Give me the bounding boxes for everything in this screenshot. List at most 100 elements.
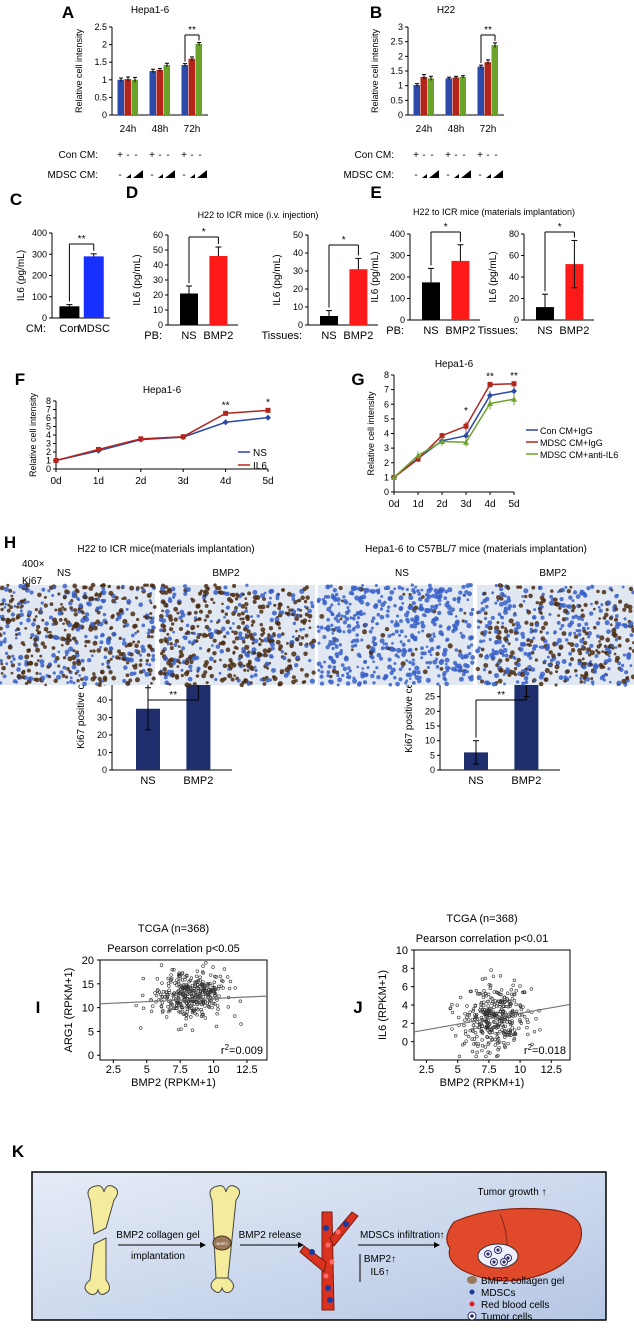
panel-I-point: [215, 1012, 219, 1016]
ihc-nucleus: [488, 637, 492, 642]
ihc-nucleus: [553, 597, 558, 602]
ihc-nucleus: [457, 596, 462, 601]
ihc-nucleus: [560, 587, 565, 593]
ihc-nucleus: [528, 593, 533, 599]
ihc-nucleus: [227, 667, 231, 671]
ihc-nucleus: [211, 644, 214, 647]
panel-G-x-tick-label: 1d: [412, 499, 423, 510]
panel-J-point: [482, 1003, 486, 1008]
ihc-nucleus: [398, 595, 404, 601]
ihc-nucleus: [33, 637, 38, 642]
panel-J-point: [529, 987, 534, 991]
ihc-nucleus: [4, 651, 9, 656]
ihc-nucleus: [628, 646, 632, 651]
panel-I-point: [177, 1003, 181, 1007]
ihc-nucleus: [437, 610, 442, 616]
ihc-nucleus: [376, 590, 381, 594]
ihc-nucleus: [522, 599, 526, 603]
ihc-nucleus: [554, 664, 560, 670]
panel-I-point: [155, 977, 160, 981]
ihc-nucleus: [169, 627, 174, 632]
panel-A-mdsc-high-wedge: [133, 170, 143, 178]
ihc-nucleus: [582, 674, 587, 679]
ihc-nucleus: [330, 640, 336, 646]
ihc-nucleus: [323, 660, 327, 664]
ihc-nucleus: [438, 593, 443, 598]
panel-J-point: [476, 1044, 480, 1048]
ihc-nucleus: [244, 597, 248, 601]
ihc-nucleus: [308, 626, 312, 630]
ihc-nucleus: [568, 651, 573, 656]
panel-I-point: [213, 987, 218, 992]
ihc-nucleus: [398, 633, 402, 637]
panel-G-y-tick-label: 5: [384, 414, 389, 424]
panel-J-point: [462, 1023, 466, 1028]
ihc-nucleus: [259, 622, 264, 627]
ihc-nucleus: [322, 599, 327, 604]
panel-B-mdsc-low-wedge: [486, 174, 491, 178]
ihc-nucleus: [411, 658, 415, 662]
ihc-nucleus: [388, 682, 393, 687]
panel-G-point: [463, 439, 469, 445]
panel-J-point: [465, 1015, 469, 1019]
ihc-nucleus: [149, 619, 155, 625]
panel-J-point: [480, 1007, 484, 1012]
ihc-nucleus: [307, 613, 313, 619]
ihc-nucleus: [386, 609, 390, 613]
panel-I-point: [149, 1009, 154, 1014]
panel-D-pb-sig-mark: *: [202, 227, 206, 238]
ihc-nucleus: [56, 674, 62, 680]
ihc-nucleus: [328, 639, 332, 644]
ihc-nucleus: [444, 665, 450, 671]
panel-I-point: [155, 989, 160, 993]
ihc-nucleus: [368, 629, 373, 634]
ihc-nucleus: [371, 616, 376, 621]
ihc-nucleus: [142, 588, 146, 592]
ihc-nucleus: [63, 617, 68, 622]
ihc-nucleus: [483, 662, 489, 668]
ihc-nucleus: [568, 663, 572, 667]
ihc-nucleus: [480, 647, 485, 652]
panel-J-point: [517, 1026, 521, 1031]
ihc-nucleus: [214, 677, 218, 682]
panel-K-tumor-nucleus: [486, 1252, 490, 1256]
ihc-nucleus: [302, 680, 307, 684]
ihc-nucleus: [394, 653, 399, 658]
panel-A-mdsc-sign: -: [150, 170, 153, 181]
ihc-nucleus: [256, 658, 261, 662]
ihc-nucleus: [137, 640, 141, 644]
panel-D-tissues-y-tick-label: 10: [293, 302, 303, 312]
ihc-nucleus: [125, 661, 130, 665]
panel-I-point: [176, 980, 181, 984]
ihc-nucleus: [20, 670, 26, 675]
ihc-nucleus: [424, 592, 430, 597]
panel-I-point: [195, 980, 200, 984]
ihc-nucleus: [265, 678, 270, 683]
ihc-nucleus: [535, 600, 539, 605]
ihc-nucleus: [69, 676, 73, 680]
ihc-nucleus: [579, 676, 583, 681]
ihc-nucleus: [556, 638, 562, 644]
ihc-nucleus: [387, 605, 391, 609]
panel-E-tissues-y-tick-label: 40: [509, 272, 519, 282]
panel-I-point: [201, 964, 205, 968]
ihc-nucleus: [273, 603, 277, 607]
panel-J-point: [492, 990, 496, 994]
ihc-nucleus: [43, 626, 49, 632]
ihc-nucleus: [80, 618, 86, 624]
ihc-nucleus: [212, 650, 217, 656]
ihc-nucleus: [326, 606, 332, 612]
ihc-nucleus: [0, 671, 4, 675]
ihc-nucleus: [34, 615, 38, 618]
ihc-nucleus: [501, 621, 505, 625]
panel-I-point: [196, 1008, 200, 1012]
ihc-image-2: [158, 583, 317, 688]
ihc-nucleus: [611, 646, 615, 650]
ihc-nucleus: [631, 627, 634, 633]
ihc-nucleus: [539, 630, 543, 634]
ihc-nucleus: [590, 677, 594, 681]
panel-I-point: [203, 1016, 207, 1020]
ihc-nucleus: [134, 677, 140, 683]
ihc-nucleus: [57, 664, 61, 668]
panel-K-arrow-3-head: [434, 1242, 440, 1248]
